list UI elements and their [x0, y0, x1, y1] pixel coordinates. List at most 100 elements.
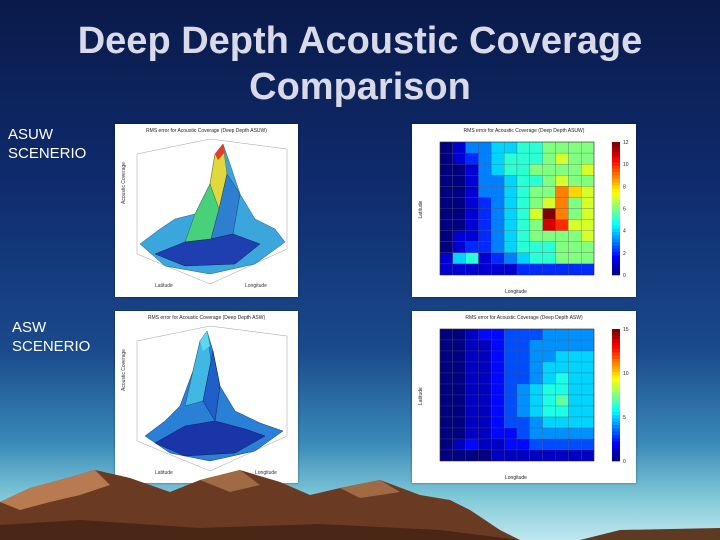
surface-plot-graphic: Acoustic Coverage Latitude Longitude: [121, 325, 288, 476]
heatmap-cell: [581, 339, 595, 352]
heatmap-cell: [516, 394, 530, 407]
heatmap-cell: [465, 141, 479, 154]
heatmap-cell: [504, 427, 518, 440]
colorbar-tick-label: 5: [623, 415, 626, 421]
heatmap-cell: [568, 186, 582, 198]
heatmap-asuw: RMS error for Acoustic Coverage (Deep De…: [412, 124, 636, 297]
heatmap-cell: [516, 361, 530, 374]
colorbar-tick-label: 15: [623, 327, 629, 333]
colorbar-segment: [612, 378, 620, 383]
heatmap-cell: [439, 328, 453, 341]
heatmap-cell: [504, 394, 518, 407]
heatmap-cell: [516, 405, 530, 418]
heatmap-title: RMS error for Acoustic Coverage (Deep De…: [465, 315, 583, 321]
heatmap-cell: [465, 328, 479, 341]
heatmap-cell: [478, 164, 492, 176]
colorbar-segment: [612, 408, 620, 412]
colorbar-segment: [612, 155, 620, 159]
heatmap-cell: [516, 141, 530, 154]
heatmap-cell: [568, 263, 582, 276]
colorbar-tick-label: 8: [623, 184, 626, 190]
heatmap-cell: [465, 383, 479, 396]
heatmap-cell: [568, 219, 582, 231]
surface-ylabel: Latitude: [155, 470, 173, 476]
heatmap-cell: [581, 350, 595, 363]
heatmap-cell: [504, 164, 518, 176]
heatmap-cell: [465, 164, 479, 176]
colorbar-tick-label: 10: [623, 371, 629, 377]
heatmap-cell: [491, 394, 505, 407]
heatmap-cell: [555, 427, 569, 440]
heatmap-cell: [555, 197, 569, 209]
heatmap-cell: [465, 350, 479, 363]
heatmap-cell: [555, 416, 569, 429]
colorbar-segment: [612, 441, 620, 445]
colorbar-segment: [612, 215, 620, 219]
colorbar-segment: [612, 332, 620, 336]
colorbar-segment: [612, 195, 620, 199]
colorbar-segment: [612, 428, 620, 432]
surface-zlabel: Acoustic Coverage: [121, 349, 127, 391]
colorbar-segment: [612, 362, 620, 366]
heatmap-cell: [516, 208, 530, 220]
heatmap-cell: [478, 230, 492, 242]
heatmap-cell: [439, 416, 453, 429]
heatmap-cell: [465, 219, 479, 231]
colorbar-segment: [612, 348, 620, 353]
colorbar-segment: [612, 148, 620, 153]
heatmap-cell: [542, 427, 556, 440]
heatmap-cell: [542, 175, 556, 187]
heatmap-cell: [439, 241, 453, 253]
heatmap-cell: [555, 350, 569, 363]
heatmap-cell: [491, 186, 505, 198]
row-label-line1: ASUW: [8, 126, 53, 143]
heatmap-cell: [555, 339, 569, 352]
heatmap-cell: [542, 350, 556, 363]
heatmap-cell: [568, 241, 582, 253]
heatmap-graphic: 0 5 10 15 Longitude Latitude: [418, 327, 629, 481]
heatmap-cell: [465, 208, 479, 220]
heatmap-cell: [542, 328, 556, 341]
heatmap-cell: [491, 208, 505, 220]
colorbar-segment: [612, 145, 620, 149]
heatmap-cell: [478, 372, 492, 385]
colorbar-tick-label: 0: [623, 459, 626, 465]
heatmap-cell: [568, 394, 582, 407]
heatmap-cell: [581, 186, 595, 198]
heatmap-graphic: 0 2 4 6 8 10 12 Longitude Latitude: [418, 140, 629, 295]
heatmap-cell: [555, 405, 569, 418]
heatmap-cell: [516, 383, 530, 396]
heatmap-cell: [478, 197, 492, 209]
heatmap-cell: [478, 416, 492, 429]
heatmap-cell: [581, 427, 595, 440]
heatmap-cell: [555, 152, 569, 165]
colorbar-segment: [612, 268, 620, 272]
heatmap-cell: [555, 219, 569, 231]
heatmap-cell: [542, 361, 556, 374]
heatmap-cell: [542, 197, 556, 209]
colorbar-segment: [612, 329, 620, 333]
heatmap-cell: [504, 241, 518, 253]
colorbar-segment: [612, 418, 620, 422]
heatmap-cell: [529, 350, 543, 363]
heatmap-cell: [465, 186, 479, 198]
heatmap-cell: [581, 241, 595, 253]
heatmap-cell: [504, 252, 518, 265]
heatmap-ylabel: Latitude: [418, 200, 424, 218]
heatmap-cell: [529, 405, 543, 418]
colorbar-segment: [612, 342, 620, 346]
colorbar-segment: [612, 151, 620, 156]
surface-xlabel: Longitude: [255, 470, 277, 476]
colorbar-segment: [612, 355, 620, 359]
colorbar-segment: [612, 371, 620, 376]
heatmap-cell: [504, 186, 518, 198]
heatmap-cell: [452, 405, 466, 418]
heatmap-cell: [581, 208, 595, 220]
colorbar-segment: [612, 161, 620, 166]
heatmap-cell: [529, 252, 543, 265]
heatmap-cell: [491, 152, 505, 165]
heatmap-cell: [581, 361, 595, 374]
mountain-range-decoration: [0, 470, 720, 540]
heatmap-cell: [439, 372, 453, 385]
heatmap-cell: [478, 241, 492, 253]
